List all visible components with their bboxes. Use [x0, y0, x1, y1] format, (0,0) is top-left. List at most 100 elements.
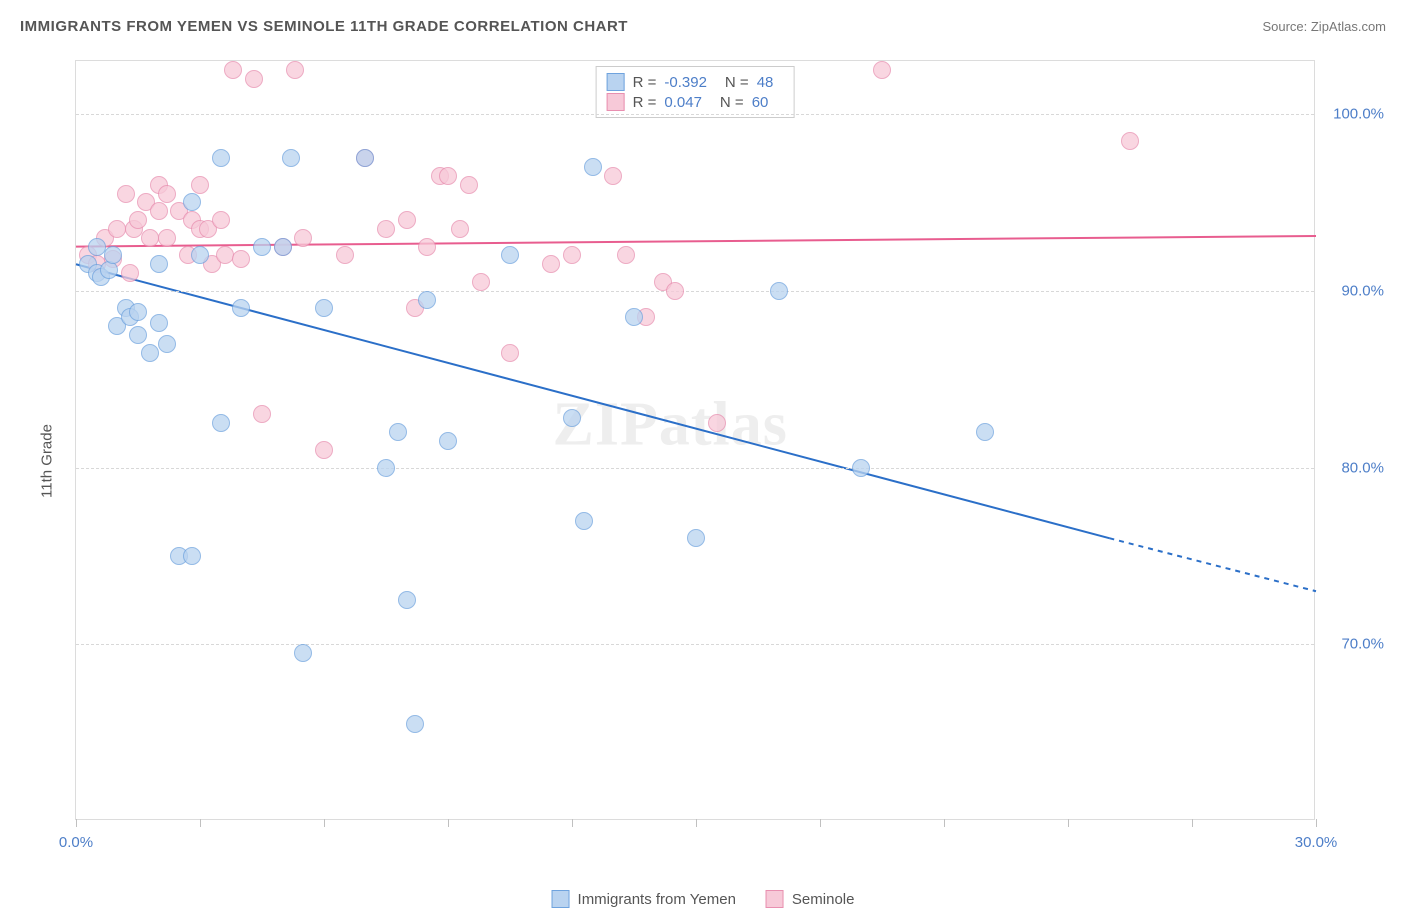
source-label: Source: ZipAtlas.com [1262, 19, 1386, 34]
legend-item-yemen: Immigrants from Yemen [552, 890, 736, 908]
x-tick [944, 819, 945, 827]
trend-lines-svg [76, 61, 1314, 819]
seminole-point [708, 414, 726, 432]
x-tick [1316, 819, 1317, 827]
gridline [76, 114, 1314, 115]
yemen-point [212, 149, 230, 167]
n-label: N = [725, 74, 749, 91]
r-value: -0.392 [664, 74, 707, 91]
yemen-point [129, 326, 147, 344]
seminole-point [224, 61, 242, 79]
seminole-point [439, 167, 457, 185]
y-tick-label: 80.0% [1341, 459, 1384, 476]
yemen-swatch [607, 73, 625, 91]
seminole-point [315, 441, 333, 459]
yemen-point [377, 459, 395, 477]
seminole-point [121, 264, 139, 282]
x-tick [324, 819, 325, 827]
yemen-point [439, 432, 457, 450]
r-value: 0.047 [664, 94, 702, 111]
y-axis-label: 11th Grade [38, 424, 55, 498]
yemen-point [158, 335, 176, 353]
r-label: R = [633, 94, 657, 111]
yemen-point [398, 591, 416, 609]
x-tick [76, 819, 77, 827]
seminole-point [232, 250, 250, 268]
seminole-point [286, 61, 304, 79]
seminole-point [294, 229, 312, 247]
yemen-point [141, 344, 159, 362]
stats-legend-box: R = -0.392 N = 48 R = 0.047 N = 60 [596, 66, 795, 118]
yemen-point [563, 409, 581, 427]
seminole-point [398, 211, 416, 229]
seminole-legend-swatch [766, 890, 784, 908]
scatter-plot-area: ZIPatlas R = -0.392N = 48R = 0.047N = 60… [75, 60, 1315, 820]
yemen-point [406, 715, 424, 733]
yemen-point [418, 291, 436, 309]
seminole-point [666, 282, 684, 300]
gridline [76, 291, 1314, 292]
yemen-point [191, 246, 209, 264]
n-value: 60 [752, 94, 769, 111]
chart-title: IMMIGRANTS FROM YEMEN VS SEMINOLE 11TH G… [20, 18, 628, 35]
yemen-point [852, 459, 870, 477]
yemen-point [232, 299, 250, 317]
yemen-point [183, 547, 201, 565]
seminole-point [117, 185, 135, 203]
stats-row-yemen: R = -0.392 N = 48 [607, 73, 784, 91]
seminole-point [336, 246, 354, 264]
yemen-legend-swatch [552, 890, 570, 908]
legend-label: Immigrants from Yemen [578, 891, 736, 908]
seminole-point [617, 246, 635, 264]
seminole-point [216, 246, 234, 264]
x-tick [1068, 819, 1069, 827]
seminole-point [460, 176, 478, 194]
seminole-point [1121, 132, 1139, 150]
y-tick-label: 70.0% [1341, 636, 1384, 653]
seminole-point [377, 220, 395, 238]
x-tick [572, 819, 573, 827]
yemen-point [274, 238, 292, 256]
n-value: 48 [757, 74, 774, 91]
yemen-point [575, 512, 593, 530]
seminole-point [501, 344, 519, 362]
yemen-trendline [76, 264, 1109, 538]
yemen-point [282, 149, 300, 167]
y-tick-label: 100.0% [1333, 106, 1384, 123]
yemen-point [389, 423, 407, 441]
seminole-point [451, 220, 469, 238]
r-label: R = [633, 74, 657, 91]
yemen-point [104, 246, 122, 264]
yemen-point [315, 299, 333, 317]
seminole-point [158, 185, 176, 203]
x-tick [696, 819, 697, 827]
seminole-point [158, 229, 176, 247]
x-tick [448, 819, 449, 827]
yemen-point [501, 246, 519, 264]
yemen-point [129, 303, 147, 321]
seminole-point [542, 255, 560, 273]
x-tick-label: 30.0% [1295, 834, 1338, 851]
yemen-point [294, 644, 312, 662]
gridline [76, 644, 1314, 645]
stats-row-seminole: R = 0.047 N = 60 [607, 93, 784, 111]
bottom-legend: Immigrants from Yemen Seminole [552, 890, 855, 908]
seminole-point [191, 176, 209, 194]
yemen-point [150, 314, 168, 332]
yemen-point [976, 423, 994, 441]
yemen-point [253, 238, 271, 256]
gridline [76, 468, 1314, 469]
seminole-point [604, 167, 622, 185]
seminole-point [253, 405, 271, 423]
seminole-point [245, 70, 263, 88]
seminole-point [418, 238, 436, 256]
yemen-point [88, 238, 106, 256]
legend-label: Seminole [792, 891, 855, 908]
seminole-point [141, 229, 159, 247]
yemen-point [584, 158, 602, 176]
seminole-point [873, 61, 891, 79]
x-tick [820, 819, 821, 827]
yemen-point [356, 149, 374, 167]
yemen-point [212, 414, 230, 432]
n-label: N = [720, 94, 744, 111]
